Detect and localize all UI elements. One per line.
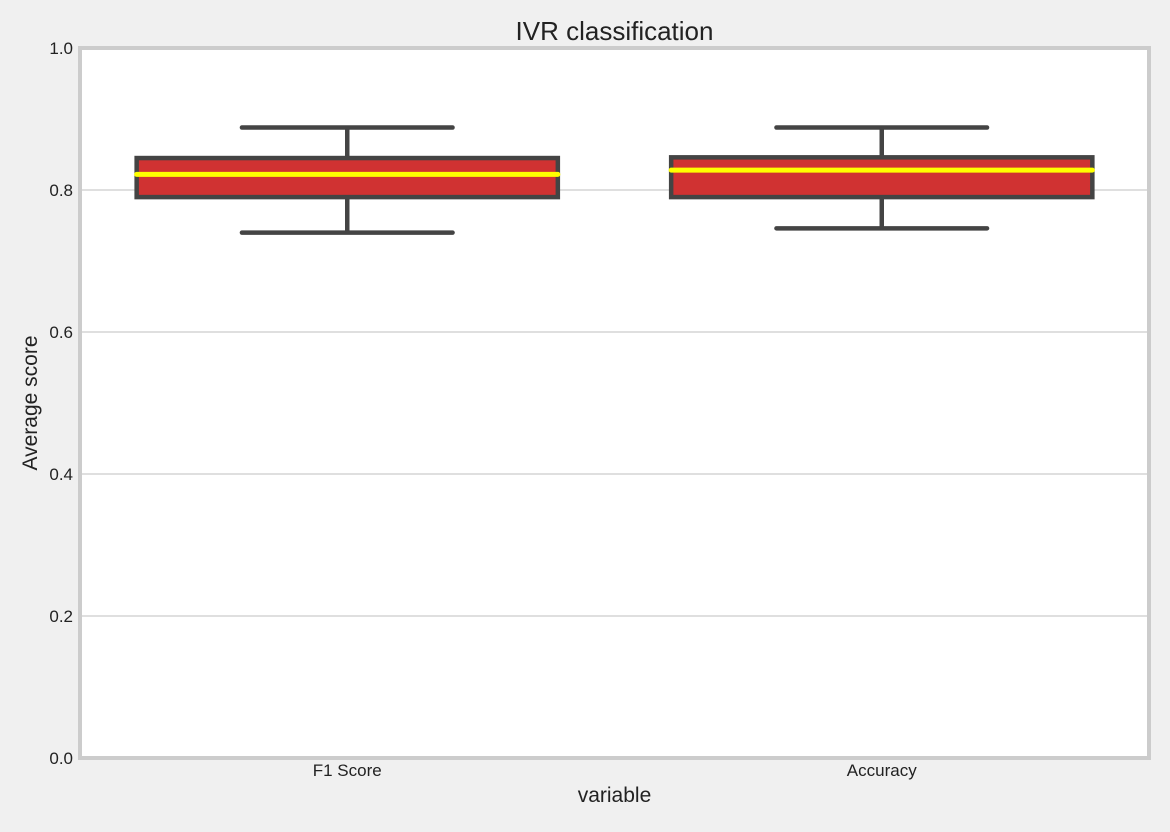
y-tick-label-3: 0.6 bbox=[49, 323, 73, 342]
y-tick-label-4: 0.8 bbox=[49, 181, 73, 200]
box-group-accuracy bbox=[668, 125, 1095, 231]
box-group-f1-score bbox=[134, 125, 561, 235]
box-marks bbox=[134, 125, 1095, 235]
plot-area bbox=[80, 48, 1149, 758]
x-tick-labels: F1 Score Accuracy bbox=[313, 761, 917, 780]
box-accuracy bbox=[668, 155, 1095, 200]
y-tick-label-1: 0.2 bbox=[49, 607, 73, 626]
y-tick-label-0: 0.0 bbox=[49, 749, 73, 768]
y-tick-labels: 0.0 0.2 0.4 0.6 0.8 1.0 bbox=[49, 39, 73, 768]
chart-title: IVR classification bbox=[516, 16, 714, 46]
y-tick-label-5: 1.0 bbox=[49, 39, 73, 58]
x-tick-label-0: F1 Score bbox=[313, 761, 382, 780]
plot-border bbox=[78, 46, 1151, 760]
x-tick-label-1: Accuracy bbox=[847, 761, 917, 780]
y-axis-label: Average score bbox=[19, 335, 42, 470]
y-tick-label-2: 0.4 bbox=[49, 465, 73, 484]
x-axis-label: variable bbox=[578, 784, 652, 807]
box-f1-score bbox=[134, 155, 561, 200]
